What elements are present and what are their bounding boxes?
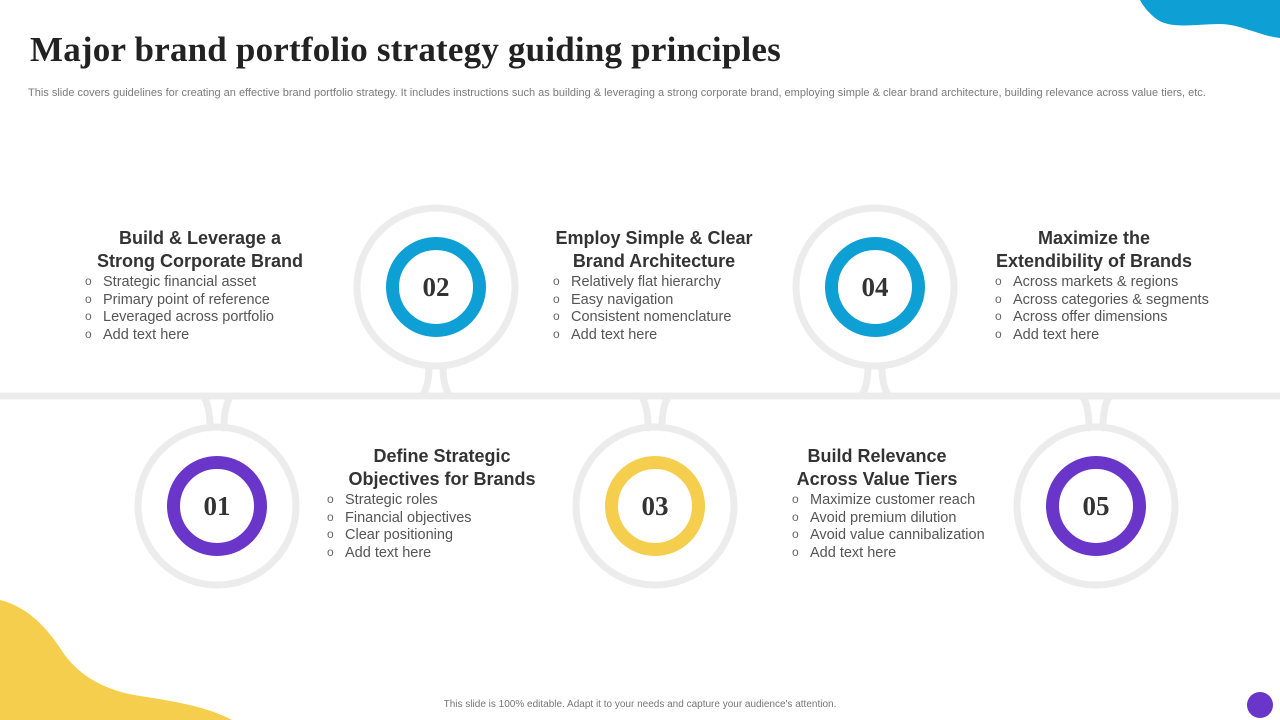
principle-block-01: Build & Leverage a Strong Corporate Bran… [85,227,315,344]
list-item: Avoid premium dilution [792,509,992,528]
principle-title: Build Relevance Across Value Tiers [762,445,992,491]
inner-ring-03 [605,456,705,556]
corner-dot [1247,692,1273,718]
slide-subtitle: This slide covers guidelines for creatin… [28,87,1206,99]
outer-ring-01 [134,423,300,589]
principle-number-04: 04 [861,271,889,302]
principle-list: Across markets & regions Across categori… [979,273,1209,345]
principle-title-line2: Brand Architecture [572,251,736,271]
principle-title-line1: Define Strategic [373,446,511,466]
list-item: Add text here [327,544,557,563]
principle-title-line2: Objectives for Brands [348,469,536,489]
principle-block-04: Build Relevance Across Value Tiers Maxim… [762,445,992,562]
principle-title-line1: Maximize the [1037,228,1151,248]
list-item: Easy navigation [553,291,769,310]
principle-list: Strategic financial asset Primary point … [85,273,315,345]
inner-ring-05 [1046,456,1146,556]
principle-title-line1: Build Relevance [807,446,947,466]
principle-title: Maximize the Extendibility of Brands [979,227,1209,273]
list-item: Strategic roles [327,491,557,510]
list-item: Relatively flat hierarchy [553,273,769,292]
list-item: Add text here [995,326,1209,345]
principle-block-02: Define Strategic Objectives for Brands S… [327,445,557,562]
outer-ring-04 [792,204,958,370]
bottom-left-yellow-blob [0,600,232,720]
list-item: Clear positioning [327,526,557,545]
principle-block-03: Employ Simple & Clear Brand Architecture… [539,227,769,344]
outer-ring-02 [353,204,519,370]
slide-footer: This slide is 100% editable. Adapt it to… [443,699,837,710]
list-item: Maximize customer reach [792,491,992,510]
list-item: Primary point of reference [85,291,315,310]
principle-title: Define Strategic Objectives for Brands [327,445,557,491]
principle-title-line2: Extendibility of Brands [995,251,1193,271]
list-item: Leveraged across portfolio [85,308,315,327]
principle-title: Build & Leverage a Strong Corporate Bran… [85,227,315,273]
principle-number-05: 05 [1082,490,1110,521]
list-item: Avoid value cannibalization [792,526,992,545]
principle-number-01: 01 [203,490,231,521]
outer-ring-03 [572,423,738,589]
principle-title-line2: Strong Corporate Brand [96,251,303,271]
list-item: Across categories & segments [995,291,1209,310]
list-item: Across offer dimensions [995,308,1209,327]
list-item: Add text here [553,326,769,345]
list-item: Financial objectives [327,509,557,528]
top-right-blue-blob [1140,0,1280,38]
principle-number-03: 03 [641,490,669,521]
principle-number-02: 02 [422,271,450,302]
principle-list: Strategic roles Financial objectives Cle… [327,491,557,563]
inner-ring-01 [167,456,267,556]
principle-list: Relatively flat hierarchy Easy navigatio… [539,273,769,345]
principle-block-05: Maximize the Extendibility of Brands Acr… [979,227,1209,344]
principle-title-line1: Build & Leverage a [118,228,282,248]
principle-title-line2: Across Value Tiers [796,469,958,489]
list-item: Add text here [792,544,992,563]
principle-list: Maximize customer reach Avoid premium di… [762,491,992,563]
inner-ring-02 [386,237,486,337]
principle-title: Employ Simple & Clear Brand Architecture [539,227,769,273]
list-item: Add text here [85,326,315,345]
list-item: Across markets & regions [995,273,1209,292]
slide-title: Major brand portfolio strategy guiding p… [30,30,781,69]
inner-ring-04 [825,237,925,337]
list-item: Consistent nomenclature [553,308,769,327]
principle-title-line1: Employ Simple & Clear [555,228,753,248]
list-item: Strategic financial asset [85,273,315,292]
outer-ring-05 [1013,423,1179,589]
